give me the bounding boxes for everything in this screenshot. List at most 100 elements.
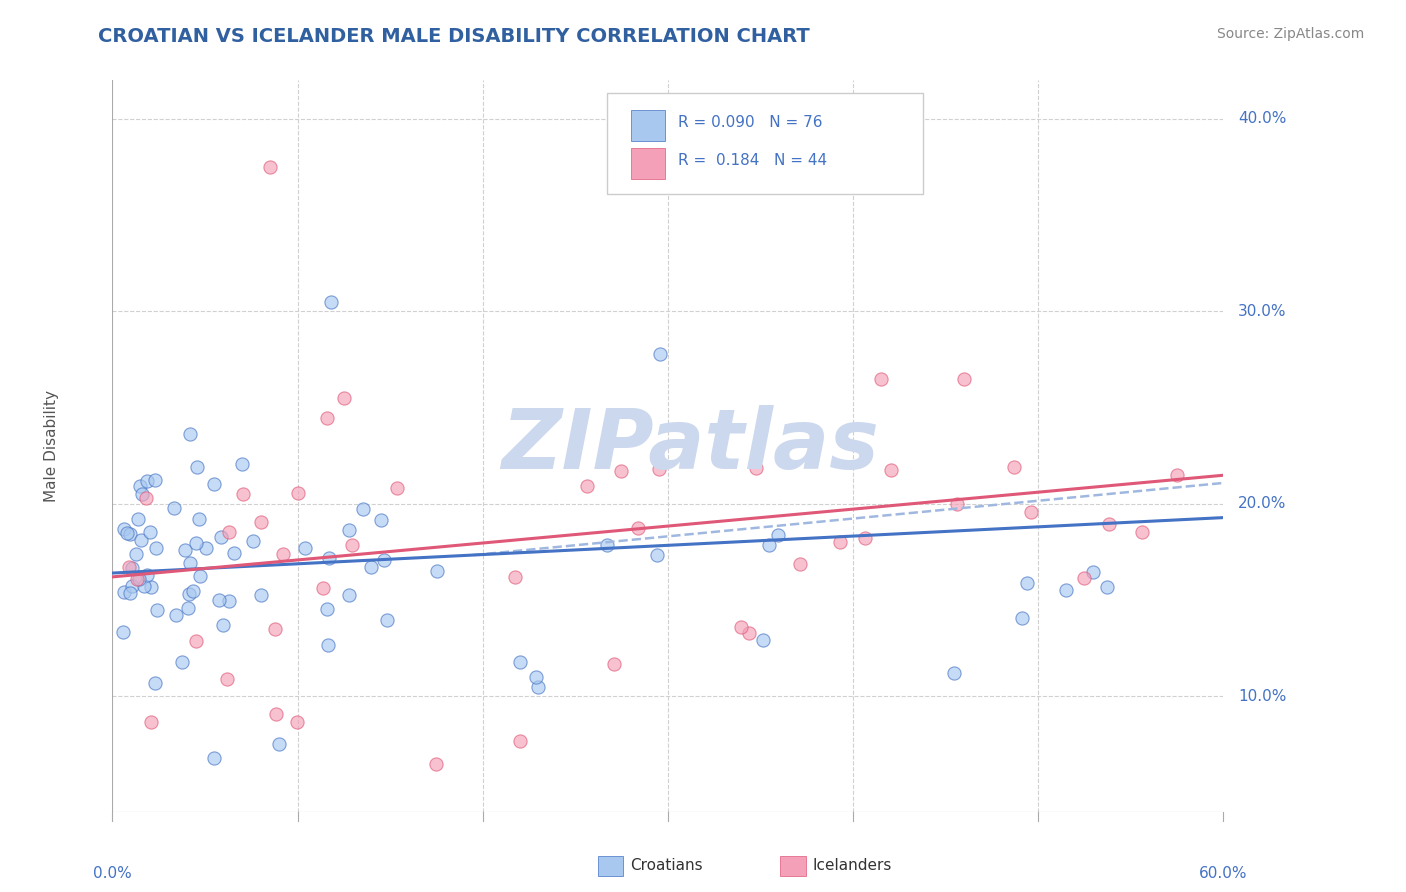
Point [163,501,186,516]
Point [179,557,201,571]
Point [125,573,148,587]
Point [1081,565,1104,579]
Point [231,457,253,471]
Point [426,564,449,578]
Point [115,526,138,541]
Point [202,477,225,491]
Point [267,737,291,751]
FancyBboxPatch shape [631,110,665,141]
Point [259,160,281,174]
Point [135,491,157,505]
Point [179,587,201,601]
Point [880,463,903,477]
Point [131,487,153,501]
Text: R =  0.184   N = 44: R = 0.184 N = 44 [678,153,827,168]
Point [603,657,626,671]
Point [1015,576,1038,591]
Point [352,502,374,516]
Point [184,634,207,648]
Point [127,512,149,526]
Point [287,486,309,500]
Point [505,570,527,584]
Point [647,462,669,476]
Point [1095,580,1118,594]
Point [315,411,337,425]
Point [1011,611,1033,625]
Point [218,525,240,540]
Point [118,559,141,574]
Point [312,582,335,596]
Point [264,706,287,721]
Point [271,547,294,561]
Point [645,549,668,563]
Point [138,525,160,540]
Point [370,513,392,527]
Text: R = 0.090   N = 76: R = 0.090 N = 76 [678,114,823,129]
Point [121,561,143,575]
Text: 10.0%: 10.0% [1239,689,1286,704]
Text: Source: ZipAtlas.com: Source: ZipAtlas.com [1216,27,1364,41]
Point [139,715,162,730]
Point [337,523,360,537]
Point [135,567,157,582]
Point [209,530,232,544]
Point [375,613,398,627]
Point [576,479,599,493]
Point [337,588,360,602]
Point [869,371,891,385]
Point [111,624,134,639]
Point [340,538,363,552]
Point [853,531,876,545]
Text: ZIPatlas: ZIPatlas [501,406,879,486]
Point [744,460,766,475]
Point [129,533,152,548]
Point [242,534,264,549]
Point [1130,524,1153,539]
Point [627,521,650,535]
Point [181,583,204,598]
Text: 40.0%: 40.0% [1239,112,1286,127]
Point [768,527,790,541]
Point [177,601,200,615]
Point [319,294,342,309]
Point [129,478,152,492]
Point [373,553,395,567]
Point [145,473,167,487]
Point [186,460,208,475]
Point [125,547,148,561]
Point [186,536,208,550]
Point [946,497,969,511]
Point [738,626,761,640]
Point [425,756,447,771]
Point [250,588,273,602]
Point [232,487,254,501]
Point [730,619,752,633]
Point [120,586,142,600]
Point [509,655,531,669]
Text: 20.0%: 20.0% [1239,496,1286,511]
Point [188,569,211,583]
Point [318,551,340,566]
Point [527,680,550,694]
Point [1166,467,1188,482]
Point [112,522,135,536]
Point [524,670,547,684]
Point [128,572,150,586]
Point [1073,570,1095,584]
Text: Icelanders: Icelanders [813,858,891,872]
Point [202,751,225,765]
Point [135,475,157,489]
Point [596,538,619,552]
Point [509,733,531,747]
Point [250,515,273,529]
Point [1002,459,1025,474]
Point [830,534,852,549]
Point [263,622,285,636]
Point [218,594,240,608]
Point [132,579,155,593]
Point [146,603,169,617]
Point [170,655,193,669]
Text: 0.0%: 0.0% [93,865,132,880]
Point [333,391,356,405]
Point [385,481,408,495]
